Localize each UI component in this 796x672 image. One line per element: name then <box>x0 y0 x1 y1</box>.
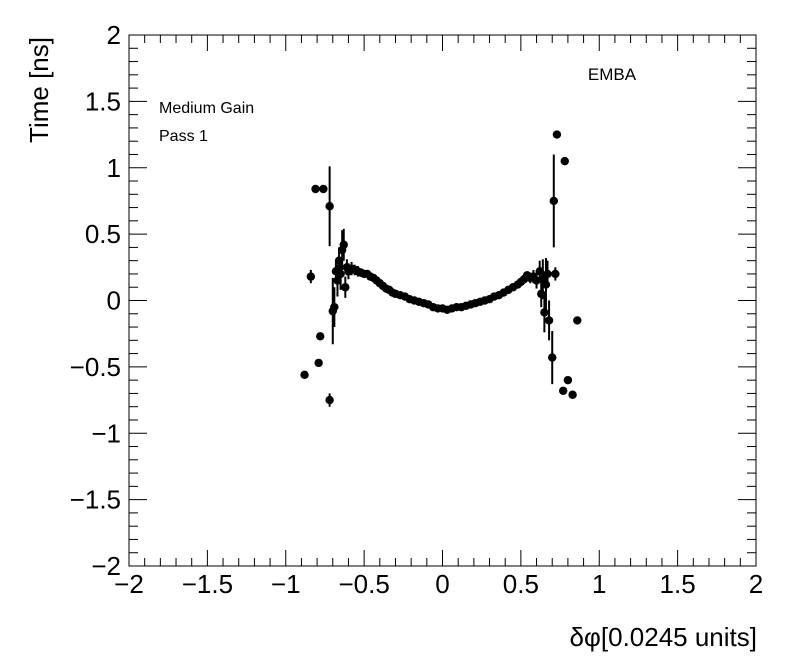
data-point <box>330 302 339 312</box>
data-point <box>548 353 557 362</box>
pass-label: Pass 1 <box>159 128 208 145</box>
data-point <box>336 269 345 279</box>
data-point <box>563 375 573 385</box>
y-axis-title: Time [ns] <box>24 37 54 143</box>
data-point <box>558 386 568 395</box>
x-tick-labels: −2 −1.5 −1 −0.5 0 0.5 1 1.5 2 <box>114 569 763 599</box>
data-point <box>568 390 577 399</box>
data-point <box>339 240 348 249</box>
x-tick-label: 0.5 <box>503 569 539 599</box>
y-tick-label: 1 <box>107 153 121 183</box>
data-point <box>341 283 350 292</box>
y-tick-labels: −2 −1.5 −1 −0.5 0 0.5 1 1.5 2 <box>70 20 121 581</box>
data-point <box>573 316 582 325</box>
data-point <box>532 276 541 285</box>
data-points <box>300 130 582 407</box>
data-point <box>552 130 562 139</box>
data-point <box>325 395 334 405</box>
x-tick-label: 0 <box>435 569 449 599</box>
y-tick-label: 2 <box>107 20 121 50</box>
y-tick-label: 0 <box>107 286 121 316</box>
data-point <box>551 269 560 279</box>
data-point <box>333 276 342 285</box>
data-point <box>300 370 309 380</box>
data-point <box>541 280 551 289</box>
y-tick-label: −0.5 <box>70 352 121 382</box>
y-tick-label: −2 <box>91 551 121 581</box>
data-point <box>540 308 549 317</box>
x-tick-label: 2 <box>749 569 763 599</box>
x-tick-label: 1.5 <box>660 569 696 599</box>
y-tick-label: 0.5 <box>85 219 121 249</box>
data-point <box>535 267 544 276</box>
x-tick-label: −1.5 <box>182 569 233 599</box>
x-tick-label: −1 <box>271 569 301 599</box>
y-tick-label: 1.5 <box>85 86 121 116</box>
data-point <box>544 316 554 325</box>
detector-label: EMBA <box>588 65 637 84</box>
data-point <box>560 156 569 166</box>
gain-label: Medium Gain <box>159 100 254 117</box>
x-tick-label: 1 <box>592 569 606 599</box>
data-point <box>314 358 323 368</box>
y-tick-label: −1 <box>91 418 121 448</box>
data-point <box>306 272 316 281</box>
y-tick-label: −1.5 <box>70 485 121 515</box>
x-tick-label: −0.5 <box>338 569 389 599</box>
data-point <box>311 184 320 194</box>
x-axis-title: δφ[0.0245 units] <box>570 622 757 652</box>
data-point <box>319 184 328 194</box>
data-point <box>325 202 334 211</box>
x-tick-label: −2 <box>114 569 144 599</box>
plot-frame <box>128 34 757 567</box>
data-point <box>316 332 325 341</box>
data-point <box>543 269 552 279</box>
data-point <box>549 196 558 206</box>
